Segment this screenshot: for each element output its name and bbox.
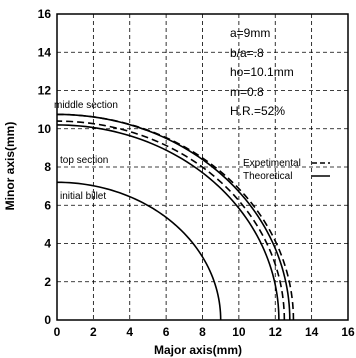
x-tick-label: 14 xyxy=(305,325,319,339)
parameter-annotations: a=9mm b/a=.8 ho=10.1mm m=0.8 H.R.=52% xyxy=(230,26,294,118)
legend-experimental-label: Expetimental xyxy=(243,158,301,169)
x-tick-label: 8 xyxy=(199,325,206,339)
label-middle-section: middle section xyxy=(54,100,118,111)
x-axis-label: Major axis(mm) xyxy=(154,343,242,357)
y-tick-label: 6 xyxy=(44,198,51,212)
series-curve-top-section-dashed xyxy=(56,120,286,321)
x-ticks: 0 2 4 6 8 10 12 14 16 xyxy=(54,325,355,339)
annotation-a: a=9mm xyxy=(230,26,270,40)
x-tick-label: 0 xyxy=(54,325,61,339)
label-initial-billet: initial billet xyxy=(60,191,106,202)
y-tick-label: 10 xyxy=(38,122,52,136)
annotation-m: m=0.8 xyxy=(230,85,264,99)
annotation-ho: ho=10.1mm xyxy=(230,65,294,79)
plot-frame xyxy=(56,13,349,321)
y-tick-label: 16 xyxy=(38,7,52,21)
y-tick-label: 8 xyxy=(44,160,51,174)
x-tick-label: 6 xyxy=(163,325,170,339)
series-curve-top-section-solid xyxy=(56,124,280,321)
x-tick-label: 10 xyxy=(232,325,246,339)
curves xyxy=(56,113,295,321)
annotation-hr: H.R.=52% xyxy=(230,104,285,118)
label-top-section: top section xyxy=(60,155,108,166)
series-curve-middle-section-solid xyxy=(56,113,291,321)
y-tick-label: 4 xyxy=(44,237,51,251)
x-tick-label: 2 xyxy=(90,325,97,339)
x-tick-label: 4 xyxy=(126,325,133,339)
y-tick-label: 2 xyxy=(44,275,51,289)
x-tick-label: 12 xyxy=(269,325,283,339)
series-curve-initial-billet-solid xyxy=(56,181,222,321)
grid xyxy=(57,14,348,320)
y-tick-label: 0 xyxy=(44,313,51,327)
y-ticks: 0 2 4 6 8 10 12 14 16 xyxy=(38,7,52,327)
legend-theoretical-label: Theoretical xyxy=(243,171,292,182)
series-curve-middle-section-dashed xyxy=(56,113,295,321)
y-tick-label: 14 xyxy=(38,45,52,59)
x-tick-label: 16 xyxy=(341,325,355,339)
legend: Expetimental Theoretical xyxy=(243,158,330,182)
y-axis-label: Minor axis(mm) xyxy=(3,122,17,211)
annotation-ba: b/a=.8 xyxy=(230,46,264,60)
y-tick-label: 12 xyxy=(38,84,52,98)
